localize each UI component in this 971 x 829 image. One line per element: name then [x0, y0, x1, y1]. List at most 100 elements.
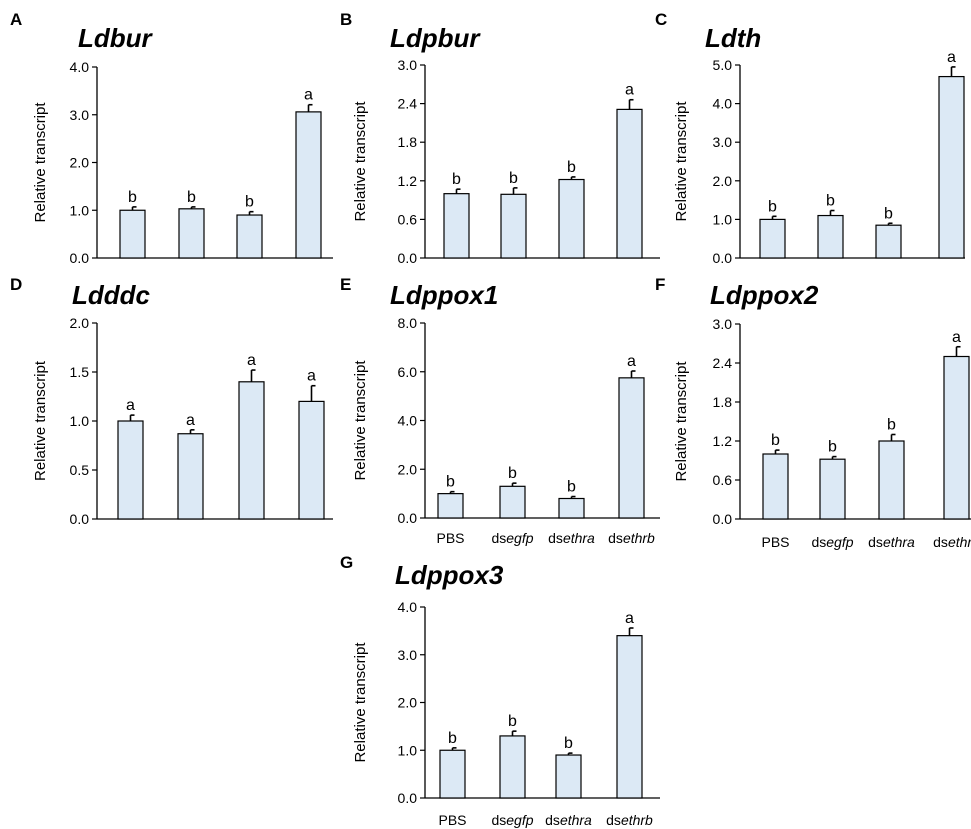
- panel-letter-b: B: [340, 10, 352, 29]
- y-axis-label-c: Relative transcript: [673, 101, 690, 222]
- x-tick-label-e: dsethrb: [608, 530, 655, 546]
- bar-c: [817, 214, 844, 259]
- y-tick-label-e: 4.0: [398, 413, 418, 429]
- bar-d: [238, 381, 265, 520]
- x-tick-label-italic: ethrb: [948, 534, 971, 550]
- significance-letter-e: b: [446, 474, 455, 491]
- significance-letter-a: a: [304, 87, 313, 104]
- significance-letter-f: b: [828, 439, 837, 456]
- y-tick-label-d: 0.5: [70, 462, 90, 478]
- x-tick-label-prefix: ds: [933, 534, 948, 550]
- y-axis-label-d: Relative transcript: [32, 360, 49, 481]
- chart-title-c: Ldth: [705, 23, 761, 53]
- y-tick-label-g: 1.0: [398, 742, 418, 758]
- significance-letter-a: b: [245, 194, 254, 211]
- significance-letter-f: b: [771, 432, 780, 449]
- y-tick-label-e: 8.0: [398, 315, 418, 331]
- significance-letter-b: b: [567, 159, 576, 176]
- x-tick-label-g: PBS: [438, 812, 466, 828]
- chart-title-f: Ldppox2: [710, 280, 819, 310]
- significance-letter-b: b: [452, 171, 461, 188]
- panel-letter-g: G: [340, 553, 353, 572]
- bar-g: [439, 749, 466, 799]
- x-tick-label-g: dsethra: [545, 812, 592, 828]
- significance-letter-d: a: [186, 412, 195, 429]
- significance-letter-g: b: [508, 713, 517, 730]
- panel-letter-c: C: [655, 10, 667, 29]
- x-tick-label-prefix: ds: [545, 812, 560, 828]
- bar-c: [938, 75, 965, 259]
- bar-b: [558, 178, 585, 259]
- bar-f: [878, 440, 905, 520]
- significance-letter-d: a: [247, 352, 256, 369]
- x-tick-label-prefix: ds: [608, 530, 623, 546]
- significance-letter-e: b: [567, 479, 576, 496]
- y-tick-label-b: 1.2: [398, 173, 418, 189]
- chart-title-b: Ldpbur: [390, 23, 481, 53]
- x-tick-label-e: dsethra: [548, 530, 595, 546]
- significance-letter-c: b: [768, 198, 777, 215]
- y-tick-label-c: 4.0: [713, 96, 733, 112]
- bar-e: [558, 497, 585, 519]
- bar-c: [759, 218, 786, 259]
- y-tick-label-g: 4.0: [398, 599, 418, 615]
- y-tick-label-g: 2.0: [398, 695, 418, 711]
- significance-letter-c: a: [947, 49, 956, 66]
- bar-e: [618, 377, 645, 519]
- chart-title-a: Ldbur: [78, 23, 154, 53]
- y-tick-label-c: 1.0: [713, 211, 733, 227]
- y-tick-label-g: 3.0: [398, 647, 418, 663]
- y-tick-label-f: 0.0: [713, 511, 733, 527]
- x-tick-label-f: dsethra: [868, 534, 915, 550]
- bar-d: [298, 400, 325, 520]
- panel-letter-a: A: [10, 10, 22, 29]
- y-tick-label-d: 2.0: [70, 315, 90, 331]
- x-tick-label-italic: ethra: [563, 530, 595, 546]
- y-tick-label-e: 0.0: [398, 510, 418, 526]
- x-tick-label-prefix: ds: [491, 812, 506, 828]
- significance-letter-b: b: [509, 170, 518, 187]
- bar-g: [616, 635, 643, 799]
- y-tick-label-a: 4.0: [70, 59, 90, 75]
- x-tick-label-prefix: ds: [868, 534, 883, 550]
- y-tick-label-c: 2.0: [713, 173, 733, 189]
- x-tick-label-prefix: PBS: [438, 812, 466, 828]
- significance-letter-b: a: [625, 82, 634, 99]
- bar-e: [499, 485, 526, 519]
- y-tick-label-c: 0.0: [713, 250, 733, 266]
- y-tick-label-b: 1.8: [398, 134, 418, 150]
- bar-g: [555, 754, 582, 799]
- bar-b: [443, 193, 470, 259]
- bar-a: [295, 111, 322, 259]
- x-tick-label-prefix: PBS: [761, 534, 789, 550]
- y-tick-label-e: 2.0: [398, 461, 418, 477]
- significance-letter-c: b: [826, 193, 835, 210]
- y-tick-label-f: 2.4: [713, 355, 733, 371]
- significance-letter-a: b: [128, 189, 137, 206]
- x-tick-label-prefix: ds: [811, 534, 826, 550]
- significance-letter-d: a: [307, 368, 316, 385]
- x-tick-label-italic: ethrb: [623, 530, 655, 546]
- significance-letter-g: a: [625, 610, 634, 627]
- bar-b: [616, 108, 643, 259]
- y-axis-label-b: Relative transcript: [352, 101, 369, 222]
- y-tick-label-d: 1.5: [70, 364, 90, 380]
- x-tick-label-f: dsethrb: [933, 534, 971, 550]
- y-tick-label-b: 3.0: [398, 57, 418, 73]
- x-tick-label-f: dsegfp: [811, 534, 853, 550]
- y-tick-label-a: 0.0: [70, 250, 90, 266]
- y-axis-label-a: Relative transcript: [32, 102, 49, 223]
- x-tick-label-italic: egfp: [826, 534, 853, 550]
- x-tick-label-prefix: PBS: [436, 530, 464, 546]
- x-tick-label-e: PBS: [436, 530, 464, 546]
- chart-title-g: Ldppox3: [395, 560, 504, 590]
- y-tick-label-g: 0.0: [398, 790, 418, 806]
- y-tick-label-e: 6.0: [398, 364, 418, 380]
- y-tick-label-a: 2.0: [70, 155, 90, 171]
- x-tick-label-italic: egfp: [506, 530, 533, 546]
- x-tick-label-italic: egfp: [506, 812, 533, 828]
- x-tick-label-prefix: ds: [548, 530, 563, 546]
- bar-f: [819, 458, 846, 520]
- significance-letter-g: b: [448, 730, 457, 747]
- bar-g: [499, 735, 526, 799]
